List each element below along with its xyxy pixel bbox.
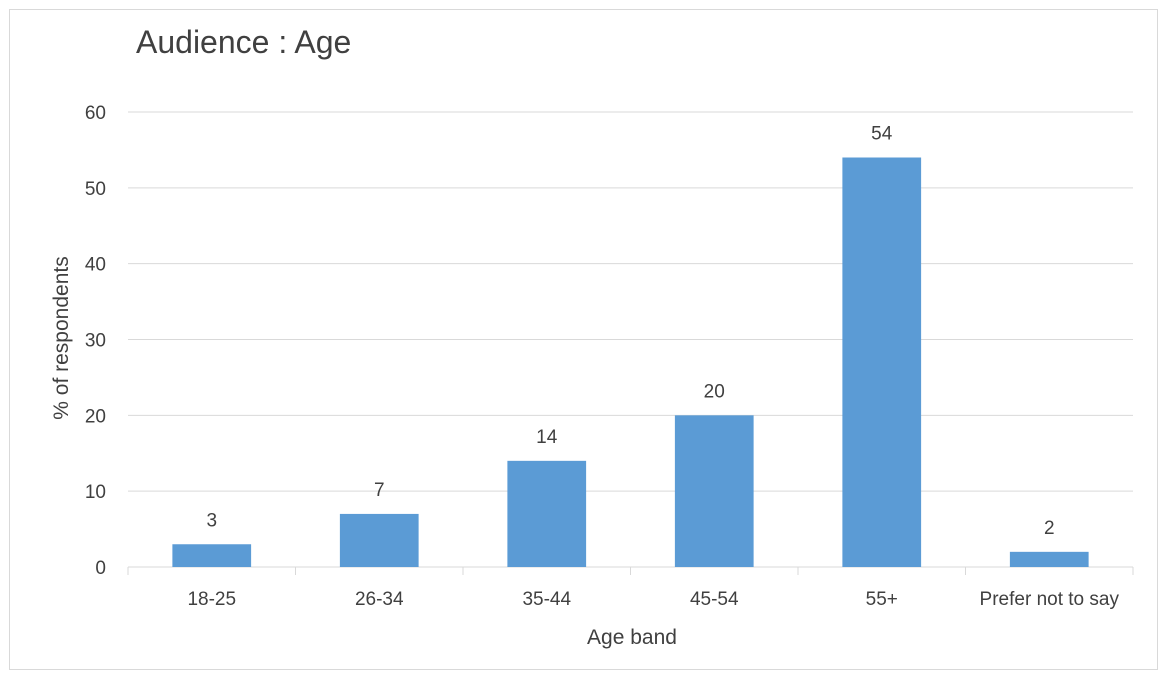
x-tick-label: 26-34 xyxy=(355,589,404,610)
x-tick-label: 18-25 xyxy=(187,589,236,610)
y-tick-label: 0 xyxy=(95,558,106,579)
bar xyxy=(842,157,922,567)
data-label: 2 xyxy=(1044,518,1055,539)
gridlines xyxy=(127,111,1134,575)
x-tick-label: 55+ xyxy=(866,589,898,610)
bars xyxy=(172,157,1089,567)
x-tick-label: Prefer not to say xyxy=(980,589,1120,610)
data-label: 7 xyxy=(374,480,385,501)
data-label: 14 xyxy=(536,427,558,448)
bar xyxy=(507,460,587,567)
x-tick-label: 35-44 xyxy=(522,589,571,610)
y-tick-label: 60 xyxy=(85,103,106,124)
bar xyxy=(172,544,252,567)
y-axis-ticks: 0 10 20 30 40 50 60 xyxy=(85,103,106,579)
data-label: 3 xyxy=(206,510,217,531)
chart-title: Audience : Age xyxy=(136,24,352,60)
y-tick-label: 50 xyxy=(85,179,106,200)
data-label: 20 xyxy=(704,381,725,402)
x-axis-title: Age band xyxy=(587,626,677,649)
bar xyxy=(339,513,419,567)
y-tick-label: 10 xyxy=(85,482,106,503)
bar xyxy=(674,415,754,567)
y-axis-title: % of respondents xyxy=(50,256,73,419)
y-tick-label: 20 xyxy=(85,406,106,427)
x-axis-ticks: 18-25 26-34 35-44 45-54 55+ Prefer not to say xyxy=(187,589,1119,610)
data-labels: 3 7 14 20 54 2 xyxy=(206,124,1054,539)
y-tick-label: 40 xyxy=(85,255,106,276)
bar xyxy=(1009,551,1089,567)
data-label: 54 xyxy=(871,124,893,145)
y-tick-label: 30 xyxy=(85,331,106,352)
x-tick-label: 45-54 xyxy=(690,589,739,610)
